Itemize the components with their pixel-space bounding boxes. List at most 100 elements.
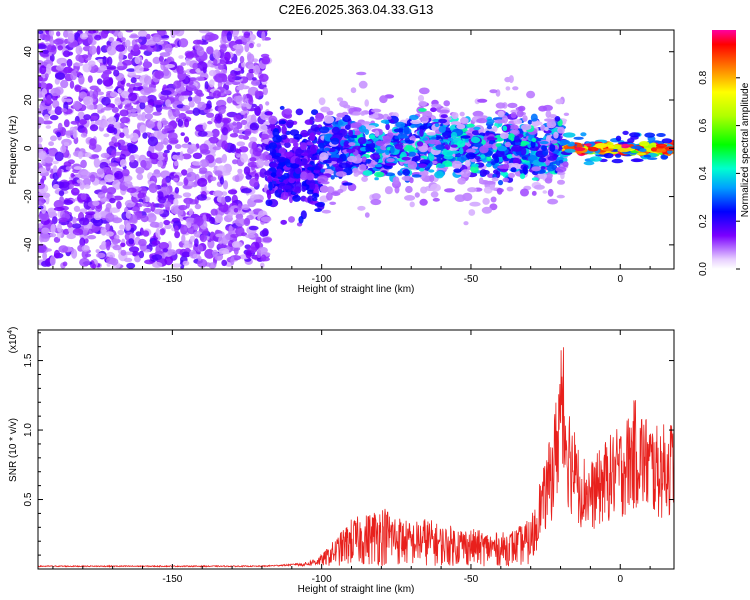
spectrogram-cell: [329, 157, 340, 162]
spectrogram-cell: [128, 246, 140, 253]
spectrogram-cell: [138, 238, 147, 247]
spectrogram-cell: [75, 54, 83, 62]
spectrogram-cell: [346, 148, 356, 153]
spectrogram-cell: [497, 110, 505, 118]
spectrogram-cell: [105, 65, 117, 70]
spectrogram-cell: [557, 126, 565, 134]
spectrogram-cell: [224, 51, 231, 62]
spectrogram-cell: [237, 203, 243, 211]
spectrogram-cell: [138, 198, 144, 203]
y-tick-label: 1.0: [23, 423, 34, 437]
spectrogram-cell: [231, 241, 240, 248]
colorbar-label: Normalized spectral amplitude: [740, 82, 750, 217]
spectrogram-cell: [184, 118, 190, 128]
x-tick-label: 0: [617, 274, 623, 285]
spectrogram-y-label: Frequency (Hz): [8, 116, 19, 185]
spectrogram-cell: [117, 229, 125, 236]
spectrogram-cell: [38, 116, 45, 125]
spectrogram-cell: [306, 172, 315, 181]
spectrogram-cell: [108, 37, 115, 42]
spectrogram-cell: [143, 207, 152, 213]
spectrogram-cell: [372, 161, 378, 165]
spectrogram-cell: [636, 152, 647, 156]
spectrogram-cell: [602, 148, 614, 152]
spectrogram-cell: [150, 202, 156, 212]
spectrogram-cell: [157, 120, 162, 131]
spectrogram-cell: [210, 176, 217, 182]
spectrogram-cell: [185, 110, 195, 115]
spectrogram-cell: [507, 102, 518, 109]
spectrogram-cell: [146, 213, 157, 223]
spectrogram-cell: [221, 259, 228, 267]
spectrogram-cell: [124, 180, 133, 187]
spectrogram-cell: [214, 73, 225, 83]
spectrogram-cell: [500, 132, 510, 140]
spectrogram-cell: [519, 173, 526, 180]
spectrogram-cell: [471, 163, 480, 168]
spectrogram-cell: [247, 53, 255, 63]
spectrogram-cell: [256, 158, 265, 169]
spectrogram-cell: [456, 124, 466, 130]
spectrogram-cell: [224, 195, 232, 203]
spectrogram-cell: [270, 172, 277, 178]
spectrogram-cell: [368, 134, 376, 140]
spectrogram-cell: [57, 45, 63, 51]
spectrogram-cell: [208, 69, 217, 77]
spectrogram-cell: [38, 75, 43, 82]
spectrogram-cell: [336, 157, 343, 164]
spectrogram-cell: [89, 174, 96, 183]
spectrogram-cell: [117, 31, 124, 39]
spectrogram-cell: [49, 255, 56, 266]
spectrogram-cell: [510, 167, 517, 173]
spectrogram-cell: [197, 177, 208, 187]
spectrogram-cell: [520, 188, 529, 197]
spectrogram-cell: [283, 172, 290, 179]
spectrogram-cell: [522, 115, 528, 122]
spectrogram-cell: [345, 124, 351, 130]
spectrogram-cell: [115, 113, 120, 118]
spectrogram-cell: [491, 177, 499, 182]
spectrogram-cell: [479, 177, 484, 184]
spectrogram-cell: [314, 126, 321, 133]
spectrogram-cell: [108, 30, 116, 34]
spectrogram-cell: [484, 180, 496, 185]
spectrogram-cell: [639, 141, 650, 147]
spectrogram-cell: [235, 148, 242, 154]
spectrogram-cell: [152, 111, 162, 116]
spectrogram-cell: [127, 71, 136, 76]
spectrogram-cell: [232, 127, 240, 134]
spectrogram-cell: [216, 244, 228, 248]
spectrogram-cell: [516, 110, 524, 118]
spectrogram-cell: [79, 181, 85, 190]
spectrogram-cell: [403, 126, 410, 135]
spectrogram-cell: [258, 73, 269, 83]
spectrogram-cell: [473, 142, 483, 148]
spectrogram-cell: [656, 133, 666, 137]
spectrogram-cell: [96, 91, 105, 96]
spectrogram-cell: [474, 156, 481, 160]
spectrogram-cell: [38, 136, 43, 143]
colorbar-gradient: [712, 30, 736, 269]
spectrogram-cell: [45, 161, 51, 172]
spectrogram-cell: [109, 207, 121, 213]
spectrogram-cell: [336, 112, 345, 118]
spectrogram-cell: [106, 187, 117, 195]
spectrogram-cell: [105, 231, 114, 237]
spectrogram-cell: [436, 153, 442, 162]
spectrogram-cell: [236, 141, 246, 147]
spectrogram-cell: [41, 175, 47, 181]
spectrogram-cell: [72, 103, 83, 110]
spectrogram-cell: [244, 128, 252, 137]
spectrogram-cell: [53, 249, 61, 259]
spectrogram-cell: [410, 119, 422, 125]
spectrogram-cell: [192, 152, 203, 159]
spectrogram-cell: [143, 87, 154, 94]
spectrogram-cell: [434, 171, 444, 179]
spectrogram-frame: [37, 29, 675, 270]
spectrogram-cell: [348, 129, 354, 137]
svg-text:(x104): (x104): [7, 327, 19, 354]
spectrogram-cell: [650, 147, 657, 152]
spectrogram-cell: [218, 202, 229, 213]
spectrogram-cell: [290, 163, 300, 169]
spectrogram-cell: [207, 120, 213, 125]
